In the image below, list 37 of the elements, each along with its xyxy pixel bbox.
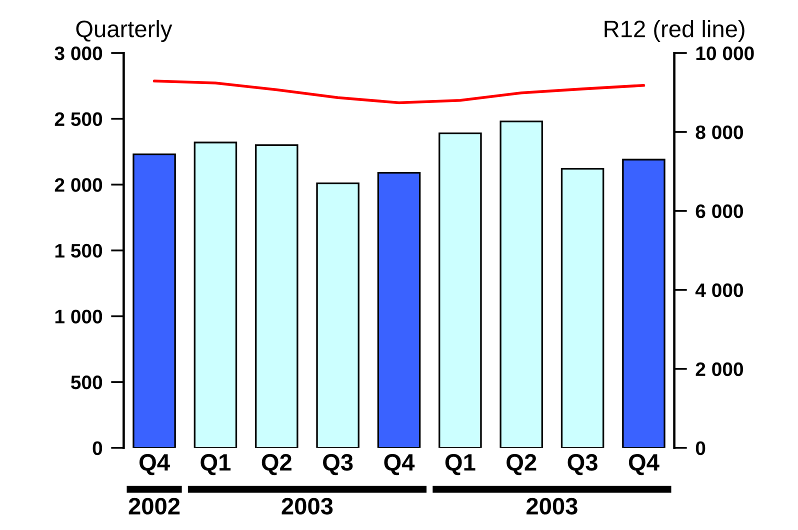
bar	[255, 144, 298, 448]
x-tick-label: Q3	[568, 454, 598, 476]
bar	[500, 120, 543, 448]
bar	[560, 168, 604, 448]
y-tick-label: 0	[92, 441, 102, 456]
y2-tick-label: 4 000	[695, 283, 744, 298]
x-tick-label: Q1	[200, 454, 231, 476]
line-series	[152, 80, 646, 104]
y2-tick-label: 10 000	[696, 46, 754, 60]
y-tick-label: 2 500	[54, 112, 102, 126]
y-tick-label: 2 000	[54, 178, 102, 192]
y2-tick-label: 8 000	[696, 125, 744, 140]
text: 2003	[282, 498, 333, 515]
x-tick-label: Q3	[323, 454, 353, 476]
y2-tick-label: 6 000	[696, 204, 744, 218]
y-tick-label: 500	[71, 376, 102, 390]
y2-axis-title: R12 (red line)	[604, 20, 744, 42]
x-tick-label: Q2	[262, 454, 292, 476]
bar	[194, 142, 238, 448]
x-tick-label: Q4	[140, 454, 170, 476]
y-tick-label: 3 000	[54, 46, 102, 60]
x-tick-label: Q1	[445, 454, 476, 476]
x-tick-label: Q4	[384, 454, 415, 476]
bar	[377, 172, 421, 448]
bar	[622, 158, 666, 448]
y-tick-label: 1 500	[55, 244, 102, 258]
y-tick-label: 1 000	[55, 310, 102, 324]
bar	[132, 154, 176, 448]
y-axis-title: Quarterly	[76, 20, 172, 42]
bar	[316, 182, 360, 448]
x-tick-label: Q2	[506, 454, 536, 476]
y2-tick-label: 0	[696, 441, 706, 456]
text: 2002	[128, 498, 180, 515]
x-tick-label: Q4	[628, 454, 660, 476]
bar	[438, 132, 482, 448]
text: 2003	[526, 498, 578, 515]
y2-tick-label: 2 000	[696, 362, 744, 376]
